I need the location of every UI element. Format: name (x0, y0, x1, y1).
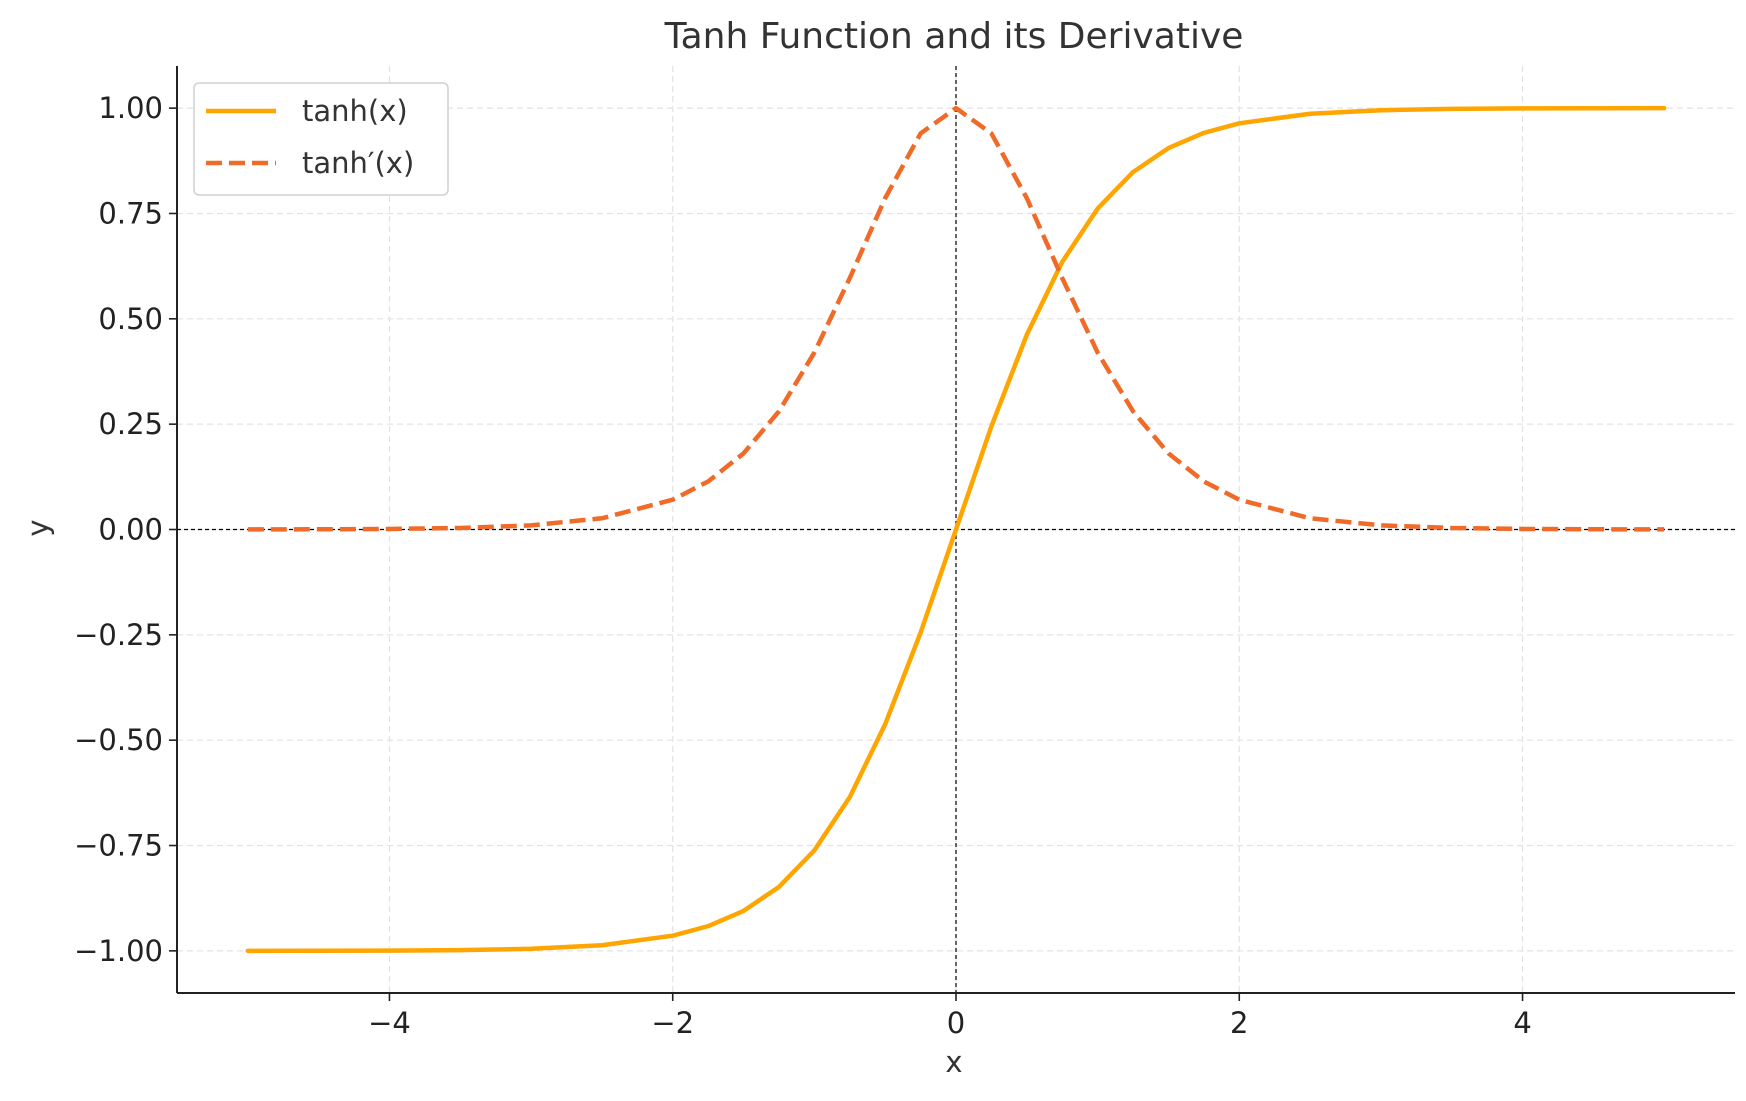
y-tick-label: 0.50 (98, 302, 163, 336)
y-tick-label: −0.50 (74, 723, 163, 757)
x-tick-label: 4 (1513, 1006, 1531, 1040)
ticks-layer: −4 −2 0 2 4 −1.00 −0.75 −0.50 −0.25 0.00 0.25 0.50 0… (74, 91, 1532, 1040)
y-tick-label: 0.00 (98, 513, 163, 547)
x-tick-label: −4 (368, 1006, 411, 1040)
y-tick-label: 0.75 (98, 196, 163, 230)
y-tick-label: −1.00 (74, 934, 163, 968)
x-tick-label: 0 (947, 1006, 965, 1040)
y-tick-label: −0.25 (74, 618, 163, 652)
legend: tanh(x) tanh′(x) (193, 82, 449, 196)
series-line-tanh-derivative (247, 105, 1665, 532)
y-tick-label: 0.25 (98, 407, 163, 441)
y-axis-label: y (21, 519, 55, 536)
x-tick-label: 2 (1230, 1006, 1248, 1040)
legend-label: tanh′(x) (302, 146, 414, 180)
y-tick-label: −0.75 (74, 829, 163, 863)
x-axis-label: x (945, 1045, 962, 1079)
legend-label: tanh(x) (302, 94, 408, 128)
chart-title: Tanh Function and its Derivative (664, 16, 1244, 57)
y-tick-label: 1.00 (98, 91, 163, 125)
x-tick-label: −2 (651, 1006, 694, 1040)
series-line-tanh (245, 105, 1667, 954)
series-layer (245, 105, 1667, 954)
